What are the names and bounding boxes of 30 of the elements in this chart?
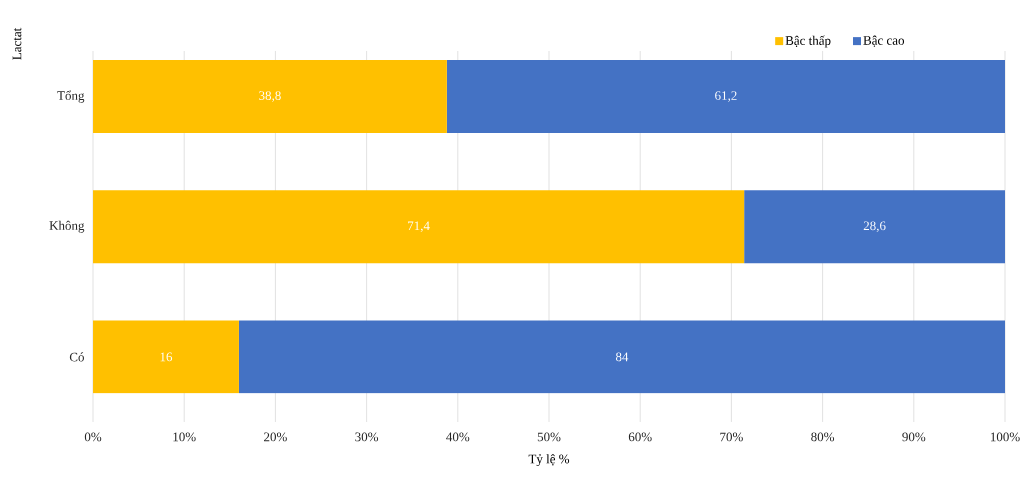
y-tick-label: Có (69, 352, 84, 362)
x-tick-label: 30% (355, 432, 379, 442)
x-tick-label: 50% (537, 432, 561, 442)
bar (93, 190, 745, 264)
bar (93, 60, 447, 134)
x-tick-label: 90% (902, 432, 926, 442)
x-tick-label: 10% (173, 432, 196, 442)
legend-label: Bậc thấp (785, 35, 831, 48)
x-tick-label: 80% (811, 432, 835, 442)
data-label: 71,4 (408, 221, 430, 233)
bar (446, 60, 1005, 134)
bar (238, 320, 1005, 394)
x-tick-label: 100% (990, 432, 1020, 442)
bar (93, 320, 239, 394)
data-label: 38,8 (259, 91, 281, 102)
y-tick-label: Tổng (57, 90, 85, 103)
y-axis-title: Lactat (12, 27, 22, 60)
x-tick-label: 40% (446, 432, 470, 442)
data-label: 28,6 (863, 221, 886, 233)
x-tick-label: 60% (628, 432, 652, 442)
data-label: 16 (160, 352, 173, 362)
x-tick-label: 0% (84, 432, 102, 442)
bar (744, 190, 1005, 264)
x-axis-title: Tỷ lệ % (528, 454, 570, 467)
data-label: 84 (615, 352, 629, 362)
x-tick-label: 70% (720, 432, 743, 442)
x-tick-label: 20% (264, 432, 287, 442)
data-label: 61,2 (715, 91, 737, 102)
legend-label: Bậc cao (863, 35, 905, 47)
y-tick-label: Không (49, 220, 85, 233)
